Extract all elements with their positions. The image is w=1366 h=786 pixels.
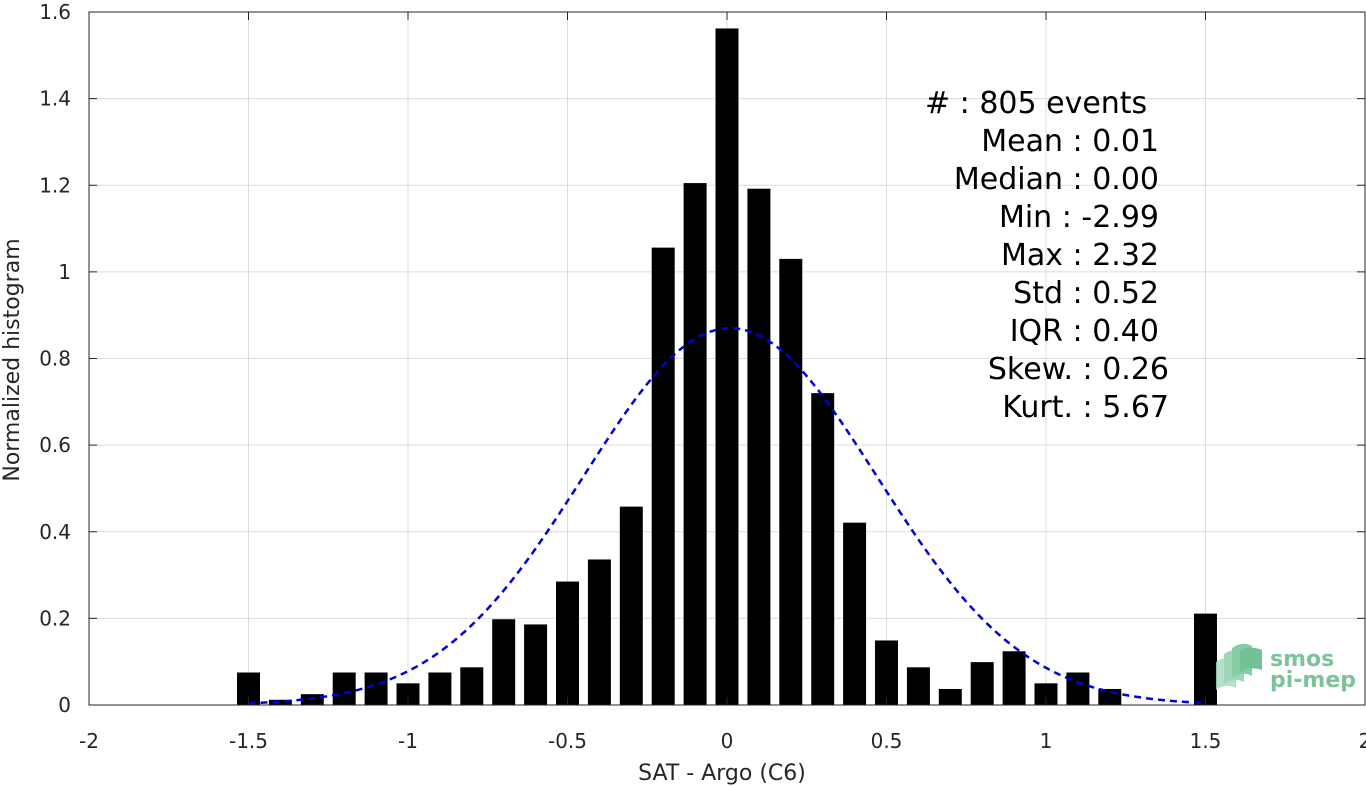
- stats-line-kurt: Kurt. : 5.67: [1002, 390, 1169, 425]
- x-tick-label: 2: [1359, 729, 1366, 753]
- x-tick-label: 0: [721, 729, 734, 753]
- histogram-bar: [906, 667, 930, 705]
- histogram-bar: [1002, 651, 1026, 705]
- y-tick-label: 1.6: [39, 0, 71, 24]
- histogram-bar: [1034, 683, 1058, 705]
- x-tick-label: -2: [79, 729, 99, 753]
- histogram-bar: [1098, 688, 1122, 705]
- histogram-bar: [556, 581, 579, 705]
- logo-wave-icon: [1216, 643, 1262, 690]
- histogram-bar: [1194, 613, 1217, 705]
- smos-pi-mep-logo: smos pi-mep: [1216, 643, 1356, 693]
- histogram-bar: [332, 672, 356, 705]
- histogram-bar: [747, 188, 771, 706]
- stats-line-skew: Skew. : 0.26: [988, 352, 1169, 387]
- histogram-bar: [715, 28, 739, 706]
- histogram-bar: [524, 624, 548, 705]
- axis-ticks: -2 -1.5 -1 -0.5 0 0.5 1 1.5 2 0 0.2 0.4 0.6 0.8 1 1.2 1.…: [39, 0, 1366, 753]
- x-tick-label: -0.5: [548, 729, 587, 753]
- histogram-bar: [843, 522, 867, 705]
- histogram-bars: [237, 28, 1217, 706]
- y-tick-label: 0.6: [39, 433, 71, 457]
- histogram-bar: [875, 640, 898, 705]
- stats-line-min: Min : -2.99: [999, 200, 1159, 235]
- y-tick-label: 1.2: [39, 173, 71, 197]
- histogram-bar: [811, 393, 835, 705]
- stats-line-median: Median : 0.00: [954, 162, 1159, 197]
- histogram-bar: [1066, 672, 1090, 705]
- x-tick-label: 1: [1040, 729, 1053, 753]
- y-tick-label: 1.4: [39, 87, 71, 111]
- histogram-bar: [428, 672, 452, 705]
- logo-text-smos: smos: [1270, 647, 1334, 672]
- histogram-bar: [460, 667, 484, 705]
- histogram-bar: [364, 672, 388, 705]
- histogram-bar: [683, 183, 707, 706]
- stats-box: # : 805 events Mean : 0.01 Median : 0.00…: [925, 86, 1169, 425]
- stats-line-mean: Mean : 0.01: [981, 124, 1159, 159]
- y-tick-label: 0.4: [39, 520, 71, 544]
- y-axis-label: Normalized histogram: [0, 238, 25, 481]
- histogram-bar: [237, 672, 260, 705]
- x-axis-label: SAT - Argo (C6): [638, 761, 806, 786]
- histogram-bar: [268, 699, 292, 705]
- y-tick-label: 0.8: [39, 347, 71, 371]
- histogram-bar: [492, 619, 516, 705]
- stats-line-std: Std : 0.52: [1013, 276, 1159, 311]
- stats-line-iqr: IQR : 0.40: [1010, 314, 1159, 349]
- x-tick-label: -1.5: [229, 729, 268, 753]
- normal-fit-curve: [248, 326, 1206, 705]
- histogram-bar: [938, 688, 962, 705]
- histogram-bar: [587, 559, 611, 705]
- stats-line-count: # : 805 events: [925, 86, 1147, 121]
- x-tick-label: -1: [398, 729, 418, 753]
- histogram-bar: [396, 683, 420, 705]
- histogram-bar: [619, 506, 643, 705]
- histogram-bar: [651, 247, 675, 705]
- logo-text-pi-mep: pi-mep: [1270, 668, 1356, 693]
- histogram-bar: [779, 258, 803, 705]
- histogram-bar: [970, 662, 994, 705]
- y-tick-label: 0: [58, 693, 71, 717]
- x-tick-label: 0.5: [871, 729, 903, 753]
- stats-line-max: Max : 2.32: [1001, 238, 1159, 273]
- y-tick-label: 1: [58, 260, 71, 284]
- y-tick-label: 0.2: [39, 606, 71, 630]
- x-tick-label: 1.5: [1190, 729, 1222, 753]
